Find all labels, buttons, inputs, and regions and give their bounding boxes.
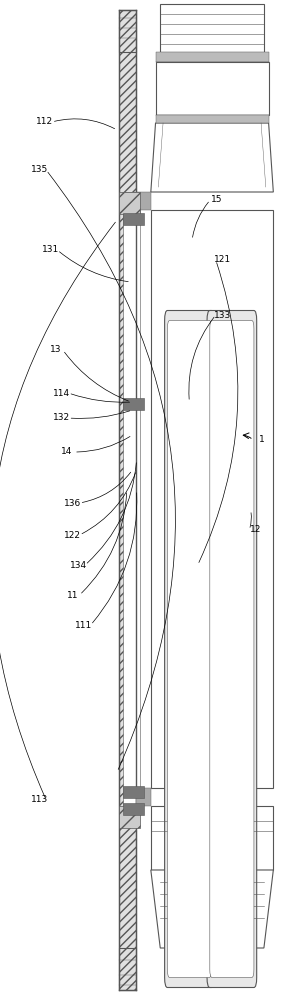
Bar <box>124 192 140 806</box>
Bar <box>119 192 140 214</box>
Bar <box>124 213 144 225</box>
Text: 131: 131 <box>42 245 59 254</box>
FancyBboxPatch shape <box>210 320 254 978</box>
FancyBboxPatch shape <box>167 320 212 978</box>
FancyBboxPatch shape <box>165 310 214 988</box>
Polygon shape <box>151 870 273 948</box>
Bar <box>119 10 136 990</box>
Text: 13: 13 <box>50 346 62 355</box>
Bar <box>155 115 269 123</box>
Bar <box>119 948 136 990</box>
Bar <box>124 786 144 798</box>
Bar <box>160 4 264 52</box>
Bar <box>151 210 273 788</box>
Bar <box>155 62 269 115</box>
Text: 112: 112 <box>36 117 53 126</box>
Bar <box>119 806 140 828</box>
Text: 132: 132 <box>53 414 70 422</box>
Bar <box>124 803 144 815</box>
Bar <box>136 192 151 210</box>
Bar <box>124 398 144 410</box>
Text: 114: 114 <box>53 388 70 397</box>
Text: 136: 136 <box>64 498 81 508</box>
Text: 113: 113 <box>31 796 48 804</box>
Text: 15: 15 <box>212 196 223 205</box>
Bar <box>151 806 273 870</box>
Bar <box>136 210 151 788</box>
Bar <box>136 788 151 806</box>
Text: 14: 14 <box>61 448 73 456</box>
Bar <box>119 10 136 52</box>
Text: 12: 12 <box>250 526 262 534</box>
Text: 134: 134 <box>70 560 87 570</box>
Bar <box>155 52 269 62</box>
Text: 133: 133 <box>214 310 231 320</box>
Polygon shape <box>151 123 273 192</box>
Text: 11: 11 <box>67 590 78 599</box>
Text: 135: 135 <box>31 165 48 174</box>
Text: 122: 122 <box>64 530 81 540</box>
Text: 1: 1 <box>259 436 265 444</box>
FancyBboxPatch shape <box>207 310 257 988</box>
Text: 121: 121 <box>214 255 231 264</box>
Text: 111: 111 <box>75 620 92 630</box>
